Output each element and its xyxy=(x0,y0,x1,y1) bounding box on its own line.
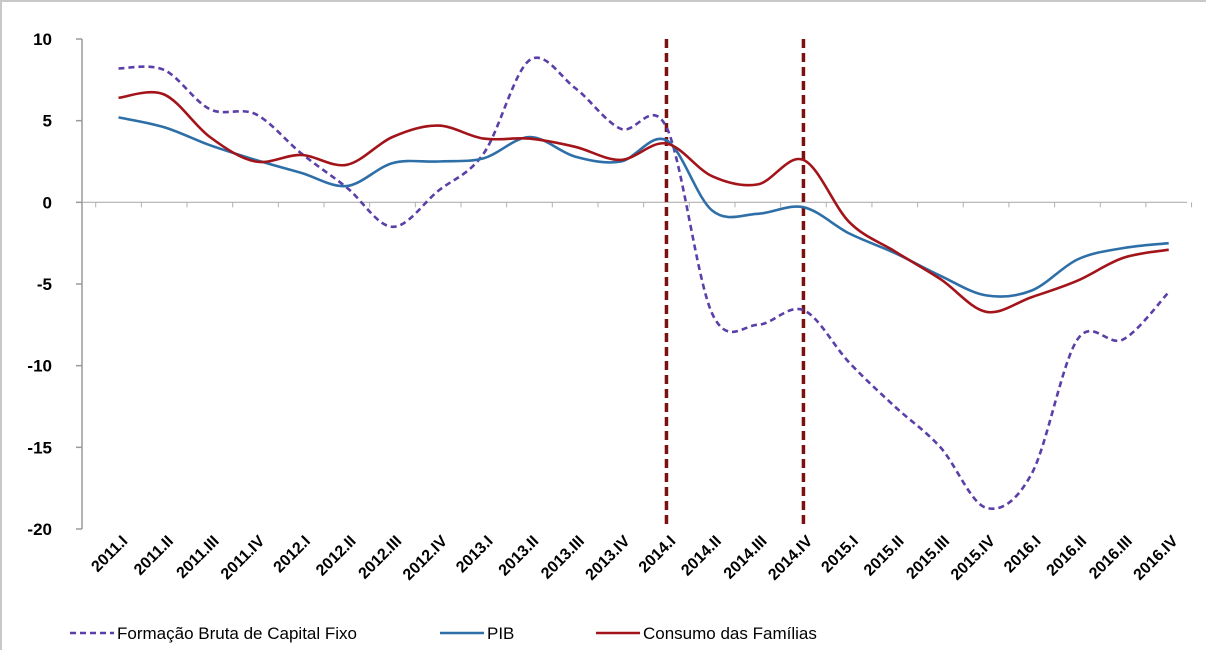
x-tick-label: 2012.II xyxy=(313,533,360,580)
x-tick-label: 2011.IV xyxy=(218,533,269,584)
x-tick-label: 2012.IV xyxy=(400,533,451,584)
x-tick-label: 2015.IV xyxy=(948,533,999,584)
x-tick-label: 2015.III xyxy=(903,533,953,583)
x-tick-label: 2016.I xyxy=(1001,533,1044,576)
x-tick-label: 2012.III xyxy=(356,533,406,583)
series-lines xyxy=(119,58,1169,509)
y-tick-labels: 10 5 0 -5 -10 -15 -20 xyxy=(27,30,52,539)
legend: Formação Bruta de Capital Fixo PIB Consumo… xyxy=(70,624,817,643)
x-tick-label: 2016.III xyxy=(1086,533,1136,583)
y-tick-label: -15 xyxy=(27,438,52,457)
y-tick-label: -10 xyxy=(27,357,52,376)
x-tick-label: 2014.I xyxy=(636,533,679,576)
legend-label: Consumo das Famílias xyxy=(643,624,817,643)
x-tick-label: 2014.IV xyxy=(765,533,816,584)
y-tick-label: 10 xyxy=(33,30,52,49)
legend-label: PIB xyxy=(487,624,514,643)
series-line-0 xyxy=(119,58,1169,509)
x-tick-label: 2013.I xyxy=(453,533,496,576)
y-tick-label: -20 xyxy=(27,520,52,539)
x-tick-label: 2015.II xyxy=(861,533,908,580)
x-tick-label: 2011.I xyxy=(89,533,132,576)
x-tick-label: 2013.IV xyxy=(583,533,634,584)
x-tick-label: 2012.I xyxy=(271,533,314,576)
x-tick-label: 2016.IV xyxy=(1131,533,1182,584)
y-tick-label: 5 xyxy=(43,112,52,131)
y-tick-label: 0 xyxy=(43,193,52,212)
x-tick-label: 2013.II xyxy=(496,533,543,580)
x-tick-label: 2011.II xyxy=(131,533,177,579)
x-tick-label: 2013.III xyxy=(538,533,588,583)
y-tick-label: -5 xyxy=(37,275,52,294)
x-tick-label: 2011.III xyxy=(174,533,223,582)
x-tick-label: 2016.II xyxy=(1044,533,1091,580)
reference-lines xyxy=(666,39,803,524)
x-tick-label: 2014.III xyxy=(721,533,771,583)
legend-label: Formação Bruta de Capital Fixo xyxy=(117,624,357,643)
x-tick-label: 2015.I xyxy=(818,533,861,576)
x-tick-label: 2014.II xyxy=(678,533,725,580)
